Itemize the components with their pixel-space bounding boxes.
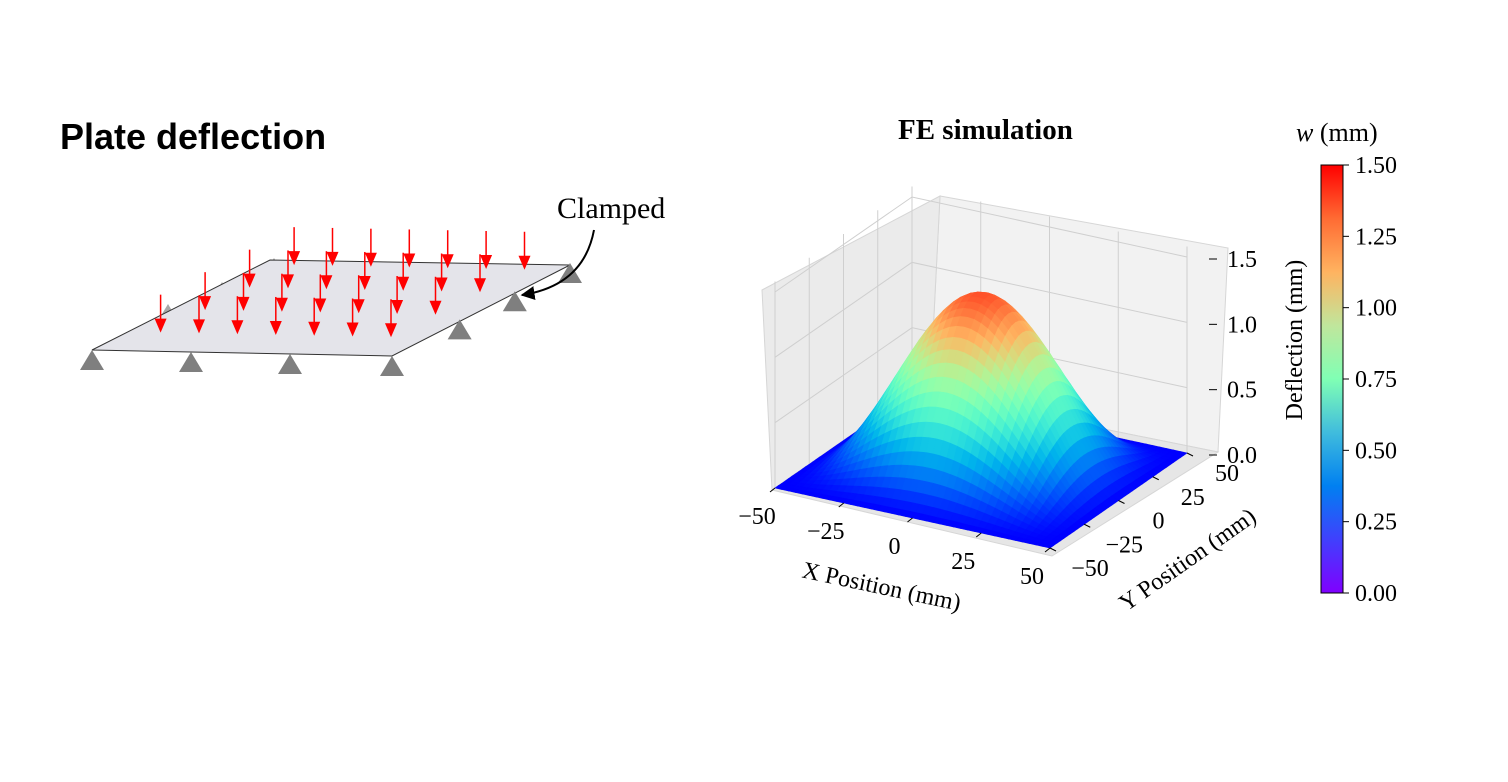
load-arrow [429,276,442,315]
y-tick-label: −25 [1105,532,1143,558]
y-tick-label: 50 [1215,461,1239,487]
colorbar: 0.00 0.25 0.50 0.75 1.00 1.25 1.50 [1320,153,1397,607]
front-supports [80,263,582,376]
support-triangle [179,351,203,372]
load-arrow [397,252,410,291]
load-arrow [288,227,301,266]
left-panel-title: Plate deflection [60,116,327,157]
load-arrow [364,228,377,267]
x-tick-label: −50 [738,504,776,530]
colorbar-gradient [1320,164,1344,594]
z-tick-label: 1.0 [1227,312,1257,338]
x-tick-label: 50 [1020,564,1044,590]
load-arrow [358,251,371,290]
load-arrow [346,298,359,337]
load-arrow [314,274,327,313]
support-triangle [80,350,104,370]
load-arrow [435,253,448,292]
load-arrow [474,254,486,293]
colorbar-symbol: w [1296,118,1314,147]
plate [91,259,571,357]
y-tick-label: 25 [1181,485,1205,511]
deflection-surface [774,291,1188,549]
support-triangle [380,356,404,376]
load-arrow [282,250,294,289]
load-arrows [154,227,531,338]
colorbar-tick-label: 0.00 [1355,581,1397,607]
colorbar-tick-label: 1.25 [1355,224,1397,250]
load-arrow [193,295,205,334]
load-arrow [243,249,256,288]
support-triangle [558,263,582,283]
colorbar-tick-label: 1.50 [1355,153,1397,179]
colorbar-tick-label: 1.00 [1355,296,1397,322]
y-tick-label: −50 [1071,556,1109,582]
clamped-pointer-arrow [520,229,595,301]
x-tick-label: 0 [889,534,901,560]
colorbar-title: w (mm) [1296,118,1378,148]
colorbar-tick-label: 0.50 [1355,438,1397,464]
load-arrow [441,230,454,269]
x-tick-label: −25 [807,519,845,545]
z-tick-label: 0.0 [1227,443,1257,469]
load-arrow [231,296,244,335]
load-arrow [385,299,397,338]
clamped-label: Clamped [557,192,666,225]
support-triangle [447,319,472,340]
support-triangle [278,353,302,374]
load-arrow [154,294,167,333]
x-axis-label: X Position (mm) [800,558,963,617]
load-arrow [403,229,416,268]
y-axis-label: Y Position (mm) [1115,504,1261,617]
load-arrow [352,275,365,314]
support-triangle [502,291,527,312]
colorbar-tick-label: 0.25 [1355,510,1397,536]
y-tick-label: 0 [1153,509,1165,535]
load-arrow [237,272,250,311]
load-arrow [391,276,404,314]
load-arrow [199,272,212,311]
load-arrow [275,273,288,312]
load-arrow [269,296,282,335]
colorbar-unit: (mm) [1319,118,1378,147]
load-arrow [326,227,339,266]
load-arrow [518,231,531,270]
colorbar-tick-label: 0.75 [1355,367,1397,393]
colorbar-ticks: 0.00 0.25 0.50 0.75 1.00 1.25 1.50 [1343,153,1397,607]
load-arrow [320,251,333,290]
load-arrow [308,297,321,336]
z-axis-label: Deflection (mm) [1282,260,1308,421]
x-tick-label: 25 [951,549,975,575]
z-tick-label: 0.5 [1227,378,1257,404]
plate-diagram [80,227,595,376]
load-arrow [480,231,493,269]
z-tick-label: 1.5 [1227,247,1257,273]
chart-title: FE simulation [898,114,1073,146]
